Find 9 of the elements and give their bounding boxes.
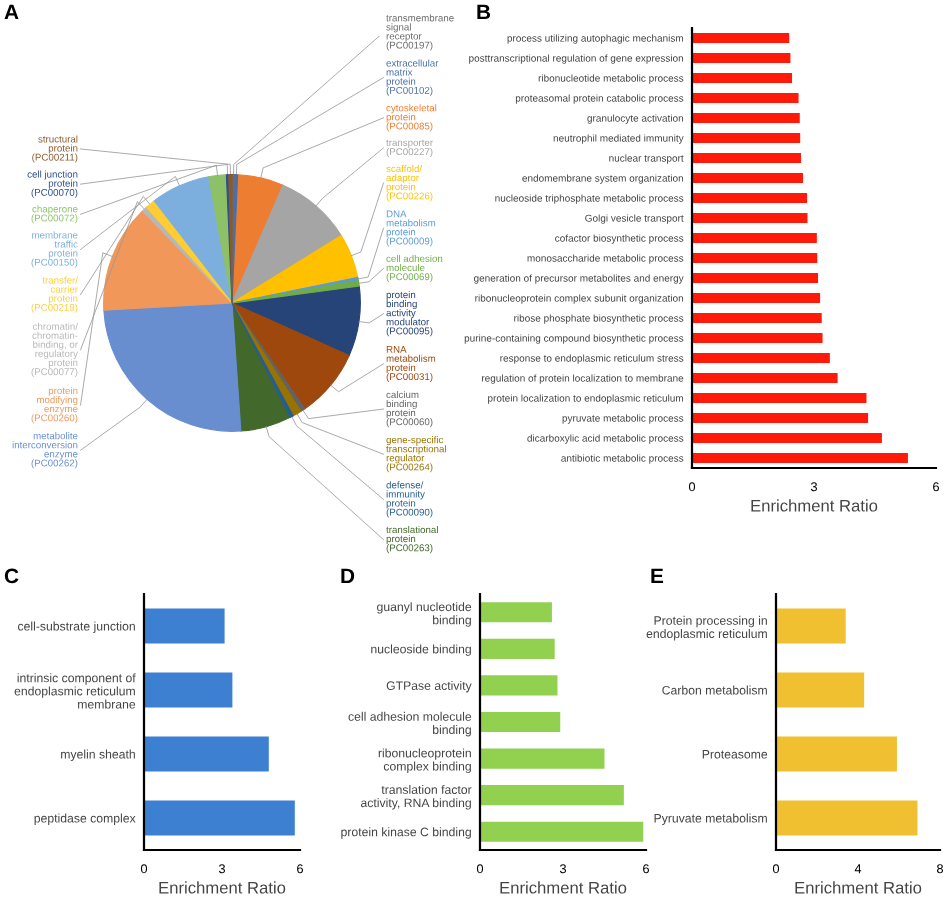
chart-title: A [4,4,19,20]
chart-title: D [341,568,355,584]
x-axis-title: Enrichment Ratio [159,881,286,894]
chart-title: C [4,568,19,584]
chart-title: E [651,568,664,584]
x-axis-title: Enrichment Ratio [795,881,922,894]
x-axis-title: Enrichment Ratio [751,499,878,512]
text: B [477,4,491,20]
x-axis-title: Enrichment Ratio [500,881,627,894]
